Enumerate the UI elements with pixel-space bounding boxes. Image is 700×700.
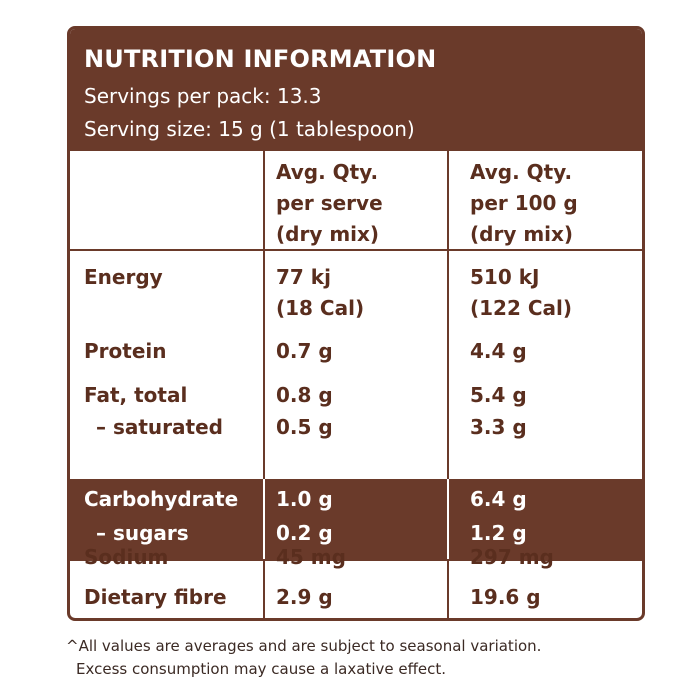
protein-per100: 4.4 g [470,339,527,363]
protein-serve: 0.7 g [276,339,333,363]
saturated-per100: 3.3 g [470,415,527,439]
fibre-label: Dietary fibre [84,585,227,609]
saturated-serve: 0.5 g [276,415,333,439]
sodium-per100: 297 mg [470,545,554,569]
footnote: ^All values are averages and are subject… [66,635,541,681]
column-divider-1 [263,151,265,618]
sugars-serve: 0.2 g [276,521,333,545]
row-divider-head [70,249,642,251]
fibre-serve: 2.9 g [276,585,333,609]
servings-per-pack: Servings per pack: 13.3 [84,84,322,108]
per-100g-header: Avg. Qty. per 100 g (dry mix) [470,160,578,246]
carbohydrate-band: Carbohydrate 1.0 g 6.4 g – sugars 0.2 g … [70,479,642,559]
energy-label: Energy [84,265,163,289]
nutrition-panel: NUTRITION INFORMATION Servings per pack:… [67,26,645,621]
carbohydrate-serve: 1.0 g [276,487,333,511]
energy-per100: 510 kJ (122 Cal) [470,265,573,320]
protein-label: Protein [84,339,167,363]
fat-total-label: Fat, total [84,383,188,407]
per-serve-header: Avg. Qty. per serve (dry mix) [276,160,383,246]
fat-total-per100: 5.4 g [470,383,527,407]
band-divider-1 [263,479,265,559]
sugars-per100: 1.2 g [470,521,527,545]
energy-serve: 77 kj (18 Cal) [276,265,365,320]
column-divider-2 [447,151,449,618]
serving-size: Serving size: 15 g (1 tablespoon) [84,117,415,141]
sugars-label: – sugars [96,521,189,545]
carbohydrate-per100: 6.4 g [470,487,527,511]
saturated-label: – saturated [96,415,223,439]
sodium-label: Sodium [84,545,169,569]
panel-header: NUTRITION INFORMATION Servings per pack:… [70,29,642,151]
footnote-line-2: Excess consumption may cause a laxative … [76,660,447,678]
panel-title: NUTRITION INFORMATION [84,45,437,73]
carbohydrate-label: Carbohydrate [84,487,239,511]
fibre-per100: 19.6 g [470,585,541,609]
sodium-serve: 45 mg [276,545,346,569]
fat-total-serve: 0.8 g [276,383,333,407]
row-divider-bottom [70,559,642,561]
band-divider-2 [447,479,449,559]
footnote-line-1: ^All values are averages and are subject… [66,637,542,655]
